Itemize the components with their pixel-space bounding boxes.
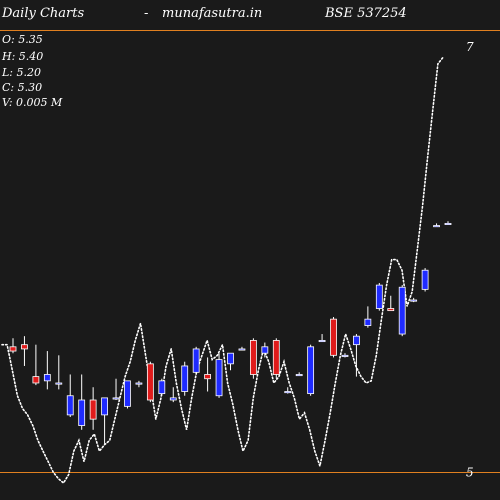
ohlc-open: O: 5.35 bbox=[2, 33, 43, 46]
candle-34 bbox=[398, 285, 406, 337]
candle-body-up bbox=[318, 340, 326, 343]
candle-body-up bbox=[238, 348, 246, 351]
candle-body-up bbox=[215, 359, 223, 397]
candle-body-up bbox=[66, 395, 74, 416]
candle-38 bbox=[444, 221, 452, 226]
candle-15 bbox=[181, 361, 189, 396]
candle-28 bbox=[330, 317, 337, 358]
candle-body-down bbox=[146, 363, 154, 401]
candle-33 bbox=[387, 295, 395, 312]
reference-lines bbox=[0, 30, 500, 473]
candle-body-up bbox=[410, 299, 418, 302]
candle-body-down bbox=[204, 374, 212, 380]
candle-body-up bbox=[169, 397, 177, 401]
candle-body-down bbox=[330, 318, 337, 356]
candle-body-up bbox=[43, 374, 51, 382]
candle-20 bbox=[238, 346, 246, 351]
candle-12 bbox=[146, 361, 154, 403]
candle-body-down bbox=[32, 376, 40, 384]
candle-body-up bbox=[421, 269, 429, 290]
candle-body-up bbox=[181, 365, 189, 392]
candle-body-up bbox=[364, 318, 372, 326]
candle-body-up bbox=[341, 354, 349, 357]
candles bbox=[9, 221, 452, 445]
candle-body-up bbox=[433, 225, 440, 228]
candle-body-up bbox=[135, 382, 143, 385]
candle-29 bbox=[341, 353, 349, 358]
candle-1 bbox=[21, 336, 28, 366]
header-separator: - bbox=[144, 6, 148, 21]
header-site: munafasutra.in bbox=[162, 6, 262, 21]
candle-body-down bbox=[272, 340, 280, 375]
candle-body-up bbox=[398, 286, 406, 335]
candle-10 bbox=[124, 380, 131, 409]
candle-16 bbox=[192, 346, 200, 375]
ohlc-low: L: 5.20 bbox=[1, 66, 41, 79]
candle-body-up bbox=[284, 391, 292, 394]
candle-4 bbox=[55, 355, 63, 390]
candle-19 bbox=[227, 352, 234, 371]
moving-average-path bbox=[1, 56, 444, 485]
candle-body-up bbox=[444, 223, 452, 226]
candle-30 bbox=[353, 334, 360, 377]
candle-body-up bbox=[112, 397, 120, 400]
candle-body-up bbox=[375, 284, 383, 309]
header-title: Daily Charts bbox=[1, 6, 84, 21]
candle-body-down bbox=[9, 346, 17, 352]
candle-body-up bbox=[295, 374, 303, 377]
candle-body-up bbox=[124, 380, 131, 407]
candle-body-down bbox=[21, 344, 28, 350]
candle-32 bbox=[375, 282, 383, 311]
candle-31 bbox=[364, 306, 372, 328]
candle-27 bbox=[318, 334, 326, 343]
ohlc-high: H: 5.40 bbox=[1, 50, 43, 63]
ohlc-volume: V: 0.005 M bbox=[2, 96, 63, 109]
ohlc-close: C: 5.30 bbox=[2, 81, 42, 94]
candle-body-up bbox=[227, 352, 234, 365]
candle-13 bbox=[158, 378, 166, 396]
y-tick-label-0: 7 bbox=[466, 40, 474, 54]
moving-average-line bbox=[1, 56, 444, 485]
candle-body-down bbox=[387, 308, 395, 312]
candle-25 bbox=[295, 372, 303, 377]
candle-23 bbox=[272, 338, 280, 379]
candle-6 bbox=[78, 374, 86, 430]
candle-35 bbox=[410, 297, 418, 303]
candle-21 bbox=[249, 338, 257, 379]
y-axis-ticks: 75 bbox=[466, 40, 474, 480]
candle-body-up bbox=[55, 382, 63, 385]
candle-7 bbox=[89, 387, 97, 430]
candle-body-down bbox=[89, 399, 97, 420]
candle-body-up bbox=[353, 335, 360, 346]
header-symbol: BSE 537254 bbox=[324, 6, 407, 21]
candle-body-up bbox=[158, 380, 166, 395]
candle-18 bbox=[215, 353, 223, 398]
candle-14 bbox=[169, 387, 177, 403]
candle-body-up bbox=[192, 348, 200, 373]
candle-36 bbox=[421, 268, 429, 292]
candle-2 bbox=[32, 344, 40, 386]
candle-9 bbox=[112, 378, 120, 400]
candle-8 bbox=[101, 397, 108, 445]
candle-body-down bbox=[249, 340, 257, 375]
candle-22 bbox=[261, 342, 269, 358]
candle-24 bbox=[284, 387, 292, 394]
candle-body-up bbox=[307, 346, 315, 395]
candle-body-up bbox=[101, 397, 108, 416]
candle-body-up bbox=[78, 399, 86, 426]
candle-37 bbox=[433, 223, 440, 228]
candle-11 bbox=[135, 380, 143, 388]
candle-17 bbox=[204, 357, 212, 392]
candle-5 bbox=[66, 374, 74, 418]
candle-body-up bbox=[261, 346, 269, 354]
candle-3 bbox=[43, 351, 51, 390]
candle-26 bbox=[307, 344, 315, 396]
candle-0 bbox=[9, 338, 17, 354]
y-tick-label-1: 5 bbox=[466, 465, 474, 479]
